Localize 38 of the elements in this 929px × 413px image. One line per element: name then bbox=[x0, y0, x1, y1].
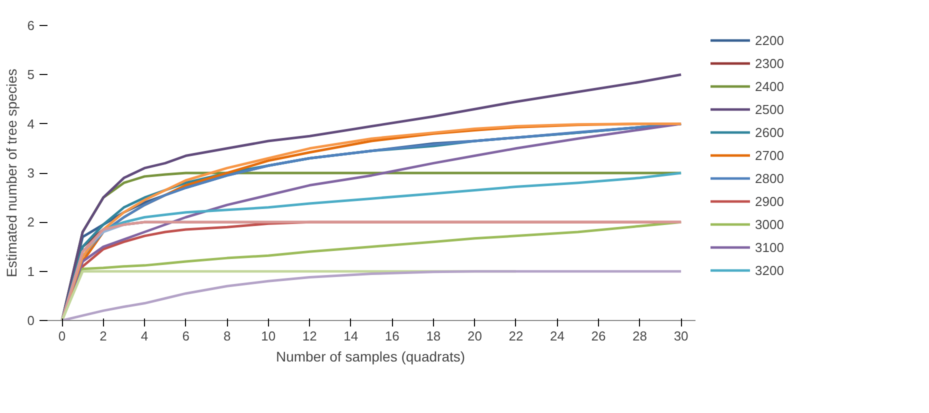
y-tick-label: 6 bbox=[27, 18, 35, 33]
legend-label: 3100 bbox=[755, 240, 784, 254]
x-tick-label: 0 bbox=[58, 328, 66, 344]
line-series bbox=[60, 73, 682, 320]
x-tick-label: 12 bbox=[302, 328, 317, 344]
x-tick-label: 10 bbox=[261, 328, 276, 344]
legend-label: 3200 bbox=[755, 262, 784, 278]
y-tick-label: 5 bbox=[27, 67, 35, 82]
y-tick-label: 4 bbox=[27, 116, 35, 132]
legend-label: 2500 bbox=[755, 102, 784, 116]
x-tick-label: 18 bbox=[426, 328, 441, 344]
x-tick-label: 20 bbox=[467, 328, 482, 344]
x-tick-label: 16 bbox=[384, 328, 400, 344]
y-tick-label: 3 bbox=[27, 166, 35, 180]
x-tick-label: 6 bbox=[182, 328, 190, 344]
x-tick-label: 30 bbox=[674, 328, 688, 344]
legend-label: 2900 bbox=[755, 194, 784, 208]
x-tick-label: 28 bbox=[632, 328, 648, 344]
x-tick-label: 8 bbox=[223, 328, 231, 344]
line-series bbox=[60, 270, 682, 320]
y-tick-label: 2 bbox=[27, 214, 35, 230]
y-tick-label: 0 bbox=[27, 313, 35, 328]
x-tick-label: 2 bbox=[100, 328, 107, 344]
legend-label: 2700 bbox=[755, 148, 784, 162]
legend-label: 2800 bbox=[755, 170, 784, 186]
x-tick-label: 14 bbox=[344, 328, 358, 344]
y-tick-label: 1 bbox=[27, 264, 35, 279]
legend-label: 2400 bbox=[755, 78, 784, 94]
y-axis-title: Estimated number of tree species bbox=[3, 68, 20, 278]
x-axis-title: Number of samples (quadrats) bbox=[276, 348, 466, 364]
legend-label: 2300 bbox=[755, 56, 784, 70]
x-tick-label: 26 bbox=[591, 328, 606, 344]
x-tick-label: 24 bbox=[550, 328, 564, 344]
x-tick-label: 4 bbox=[140, 328, 148, 344]
legend-label: 2600 bbox=[755, 124, 784, 140]
legend-label: 3000 bbox=[755, 216, 784, 232]
x-tick-label: 22 bbox=[508, 328, 524, 344]
legend-label: 2200 bbox=[755, 32, 784, 48]
